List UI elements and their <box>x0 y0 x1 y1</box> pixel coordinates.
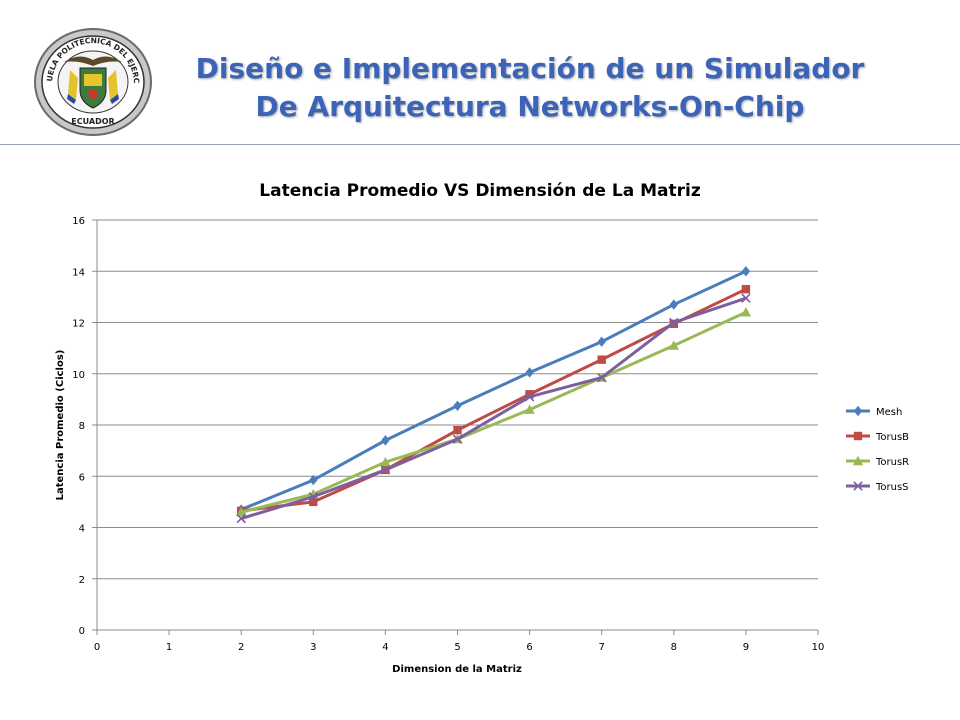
x-tick-label: 8 <box>671 642 677 653</box>
x-tick-label: 2 <box>238 642 244 653</box>
series-line-mesh <box>240 269 747 511</box>
data-point-torusb <box>453 425 462 435</box>
title-line-1: Diseño e Implementación de un Simulador <box>195 52 865 85</box>
x-axis-title: Dimension de la Matriz <box>392 664 522 675</box>
x-tick-label: 6 <box>526 642 532 653</box>
data-point-mesh <box>525 367 534 378</box>
y-tick-label: 0 <box>79 626 85 637</box>
data-point-torusr <box>524 404 535 414</box>
data-point-torusr <box>740 307 752 317</box>
data-point-mesh <box>381 435 390 446</box>
series-line-torusr <box>240 310 747 514</box>
series-line-torusb <box>241 287 747 513</box>
y-tick-label: 8 <box>79 421 85 432</box>
legend-marker-torusb <box>853 431 863 441</box>
data-point-torusb <box>597 355 606 364</box>
data-point-toruss <box>524 392 535 402</box>
y-tick-label: 12 <box>72 319 85 330</box>
y-tick-label: 14 <box>72 267 85 278</box>
y-tick-label: 10 <box>72 370 85 381</box>
x-tick-label: 7 <box>599 642 605 653</box>
series-line-toruss <box>240 296 747 520</box>
latency-line-chart: Latencia Promedio VS Dimensión de La Mat… <box>55 181 909 675</box>
data-point-mesh <box>597 336 606 347</box>
data-point-torusb <box>309 497 318 507</box>
data-point-toruss <box>669 317 679 328</box>
legend-label-torusb: TorusB <box>875 432 909 443</box>
legend-label-toruss: TorusS <box>875 482 909 493</box>
data-point-torusr <box>668 340 679 350</box>
x-tick-label: 0 <box>94 642 100 653</box>
x-tick-label: 10 <box>812 642 825 653</box>
data-point-torusr <box>236 506 247 517</box>
x-tick-label: 3 <box>310 642 316 653</box>
data-point-torusb <box>741 284 751 294</box>
escudo-ejercito-seal-icon: ESCUELA POLITECNICA DEL EJERCITO ECUADOR <box>34 28 152 136</box>
legend: Mesh TorusB TorusR TorusS <box>846 405 909 493</box>
data-point-toruss <box>308 491 319 502</box>
data-point-mesh <box>453 400 462 411</box>
data-point-mesh <box>669 299 678 310</box>
series-lines <box>236 266 752 524</box>
data-point-toruss <box>236 513 246 524</box>
title-line-2: De Arquitectura Networks-On-Chip <box>255 90 805 123</box>
x-tick-label: 9 <box>743 642 749 653</box>
legend-marker-mesh <box>853 405 863 417</box>
data-point-toruss <box>452 434 463 444</box>
y-tick-label: 2 <box>79 575 85 586</box>
y-tick-label: 4 <box>79 524 85 535</box>
data-point-toruss <box>380 465 391 475</box>
header-divider <box>0 144 960 145</box>
data-point-torusr <box>380 456 391 467</box>
y-axis-title: Latencia Promedio (Ciclos) <box>55 350 66 501</box>
data-point-mesh <box>309 474 318 486</box>
data-point-toruss <box>596 372 607 383</box>
slide-title: Diseño e Implementación de un Simulador … <box>170 50 890 126</box>
y-tick-label: 6 <box>79 472 85 483</box>
x-tick-label: 5 <box>454 642 460 653</box>
y-tick-label: 16 <box>72 216 85 227</box>
legend-marker-torusr <box>852 455 864 466</box>
chart-title: Latencia Promedio VS Dimensión de La Mat… <box>259 181 701 201</box>
gridlines <box>97 219 818 631</box>
data-point-toruss <box>741 293 751 303</box>
x-tick-label: 1 <box>166 642 172 653</box>
legend-label-torusr: TorusR <box>875 457 909 468</box>
x-tick-label: 4 <box>382 642 388 653</box>
data-point-mesh <box>741 266 751 277</box>
legend-marker-toruss <box>853 481 863 491</box>
legend-label-mesh: Mesh <box>876 407 902 418</box>
slide-header: ESCUELA POLITECNICA DEL EJERCITO ECUADOR… <box>0 0 960 146</box>
logo-text-bottom: ECUADOR <box>71 117 114 126</box>
data-point-torusb <box>525 390 534 399</box>
